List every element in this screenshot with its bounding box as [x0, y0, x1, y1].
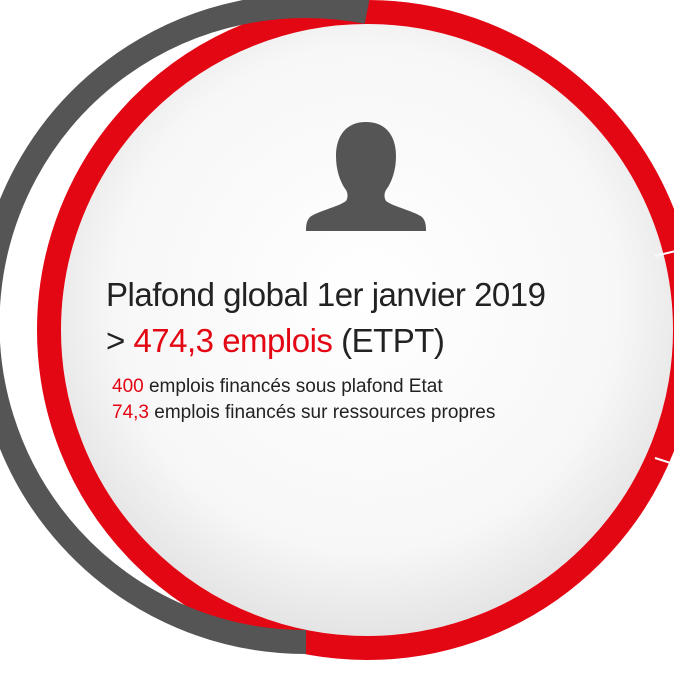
inner-disk — [61, 24, 673, 636]
total-value: 474,3 emplois — [133, 322, 333, 359]
person-icon — [306, 122, 426, 231]
ring-separator — [654, 457, 674, 466]
unit: (ETPT) — [341, 322, 445, 359]
headline-title: Plafond global 1er janvier 2019 — [106, 276, 546, 313]
detail-line: 74,3 emplois financés sur ressources pro… — [112, 402, 495, 424]
detail-value: 74,3 — [112, 402, 149, 423]
detail-value: 400 — [112, 376, 144, 397]
headline-total: > 474,3 emplois (ETPT) — [106, 322, 445, 360]
prefix: > — [106, 322, 125, 359]
ring-separator — [654, 250, 674, 257]
detail-text: emplois financés sur ressources propres — [154, 402, 496, 423]
ring-gray — [0, 0, 370, 654]
detail-line: 400 emplois financés sous plafond Etat — [112, 376, 443, 398]
detail-text: emplois financés sous plafond Etat — [148, 376, 443, 397]
